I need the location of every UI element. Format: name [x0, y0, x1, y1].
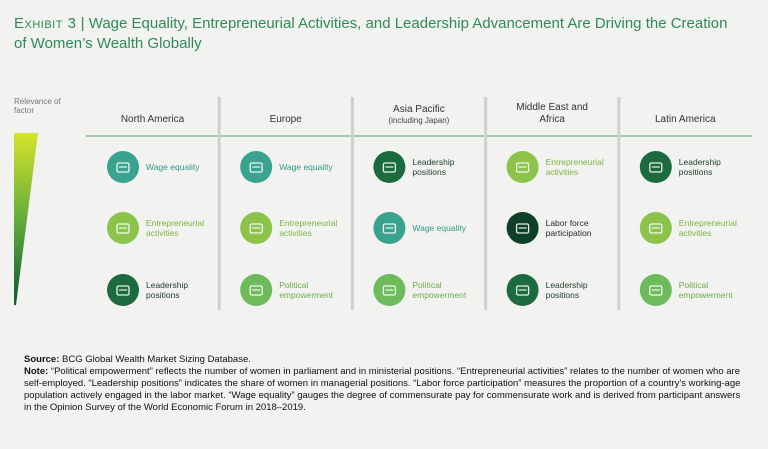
title: Exhibit 3 | Wage Equality, Entrepreneuri…: [14, 14, 734, 54]
icon-glyph: [249, 285, 263, 296]
region-name: Europe: [269, 114, 302, 125]
source-label: Source:: [24, 354, 60, 365]
column-header: Middle East and Africa: [486, 96, 619, 126]
factor-label: Entrepreneurial activities: [545, 157, 604, 177]
icon-glyph: [515, 162, 530, 173]
exhibit-label: Exhibit 3: [14, 15, 77, 32]
factor-label: Entrepreneurial activities: [279, 218, 338, 238]
factor-label: Political empowerment: [279, 280, 334, 300]
icon-glyph: [116, 162, 130, 173]
column-header: North America: [86, 96, 219, 126]
factor-label: Wage equality: [279, 162, 333, 172]
factor-label: Wage equality: [146, 162, 200, 172]
factor-label: Leadership positions: [412, 157, 455, 177]
icon-glyph: [249, 162, 263, 173]
icon-glyph: [649, 162, 663, 173]
icon-glyph: [382, 223, 397, 234]
note-text: “Political empowerment” reflects the num…: [24, 366, 741, 413]
factor-label: Political empowerment: [678, 280, 733, 300]
icon-glyph: [382, 285, 397, 296]
region-name: Latin America: [655, 114, 716, 125]
source-text: BCG Global Wealth Market Sizing Database…: [62, 354, 251, 365]
region-subtitle: (including Japan): [388, 116, 450, 125]
factor-label: Entrepreneurial activities: [146, 218, 205, 238]
factor-label: Labor force participation: [545, 218, 592, 238]
footer: Source: BCG Global Wealth Market Sizing …: [24, 354, 744, 414]
column-header: Europe: [219, 96, 352, 126]
icon-glyph: [116, 223, 130, 234]
icon-glyph: [649, 285, 663, 296]
source: Source: BCG Global Wealth Market Sizing …: [24, 354, 744, 366]
note-label: Note:: [24, 366, 49, 377]
icon-glyph: [515, 223, 530, 234]
title-text: Wage Equality, Entrepreneurial Activitie…: [14, 15, 728, 52]
legend-label: Relevance of factor: [14, 97, 61, 115]
region-name: North America: [120, 114, 185, 125]
icon-glyph: [116, 285, 130, 296]
note: Note: “Political empowerment” reflects t…: [24, 366, 744, 414]
region-name: Middle East and Africa: [516, 102, 588, 125]
factor-label: Entrepreneurial activities: [678, 218, 737, 238]
factor-label: Leadership positions: [678, 157, 721, 177]
icon-glyph: [515, 285, 530, 296]
icon-glyph: [649, 223, 663, 234]
relevance-wedge: [14, 133, 38, 305]
factor-label: Political empowerment: [412, 280, 467, 300]
column-header: Asia Pacific (including Japan): [352, 96, 485, 126]
column-header: Latin America: [619, 96, 752, 126]
icon-glyph: [382, 162, 397, 173]
factor-label: Leadership positions: [146, 280, 189, 300]
region-name: Asia Pacific: [393, 104, 445, 115]
icon-glyph: [249, 223, 263, 234]
factor-label: Wage equality: [412, 223, 466, 233]
factor-label: Leadership positions: [545, 280, 588, 300]
separator: |: [80, 15, 85, 32]
